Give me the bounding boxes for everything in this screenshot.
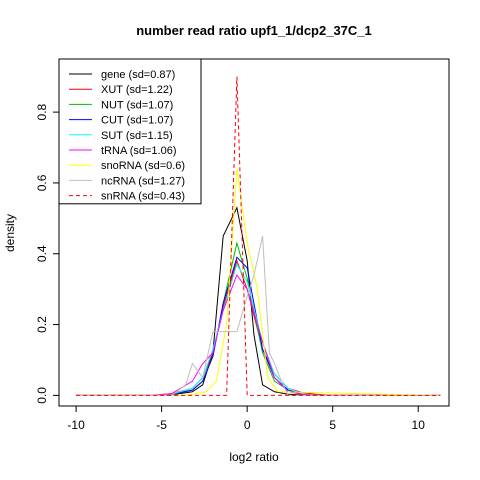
series-line — [76, 168, 441, 396]
x-tick-label: 10 — [412, 418, 426, 432]
legend-label: ncRNA (sd=1.27) — [101, 175, 185, 187]
y-tick-label: 0.2 — [35, 316, 49, 333]
legend-label: snoRNA (sd=0.6) — [101, 160, 185, 172]
legend-label: tRNA (sd=1.06) — [101, 145, 177, 157]
y-tick-label: 0.8 — [35, 103, 49, 120]
x-tick-label: -5 — [156, 418, 167, 432]
series-line — [76, 235, 441, 396]
series-line — [76, 273, 441, 396]
x-tick-label: 5 — [329, 418, 336, 432]
legend-label: CUT (sd=1.07) — [101, 115, 173, 127]
legend-box — [58, 58, 202, 205]
y-tick-label: 0.4 — [35, 245, 49, 262]
legend-label: XUT (sd=1.22) — [101, 84, 173, 96]
y-tick-label: 0.6 — [35, 174, 49, 191]
series-line — [76, 206, 441, 396]
x-tick-label: 0 — [244, 418, 251, 432]
y-axis-label: density — [3, 214, 17, 252]
x-axis-label: log2 ratio — [229, 450, 279, 464]
x-axis: -10 -5 0 5 10 — [67, 405, 426, 432]
legend-label: NUT (sd=1.07) — [101, 99, 173, 111]
y-tick-label: 0.0 — [35, 387, 49, 404]
series-layer — [76, 76, 441, 396]
legend: gene (sd=0.87) XUT (sd=1.22) NUT (sd=1.07)… — [58, 58, 202, 205]
legend-label: gene (sd=0.87) — [101, 69, 175, 81]
legend-label: SUT (sd=1.15) — [101, 130, 173, 142]
x-tick-label: -10 — [67, 418, 85, 432]
y-axis: 0.0 0.2 0.4 0.6 0.8 — [35, 103, 60, 404]
series-line — [76, 76, 441, 396]
chart-title: number read ratio upf1_1/dcp2_37C_1 — [136, 23, 372, 38]
legend-label: snRNA (sd=0.43) — [101, 191, 185, 203]
